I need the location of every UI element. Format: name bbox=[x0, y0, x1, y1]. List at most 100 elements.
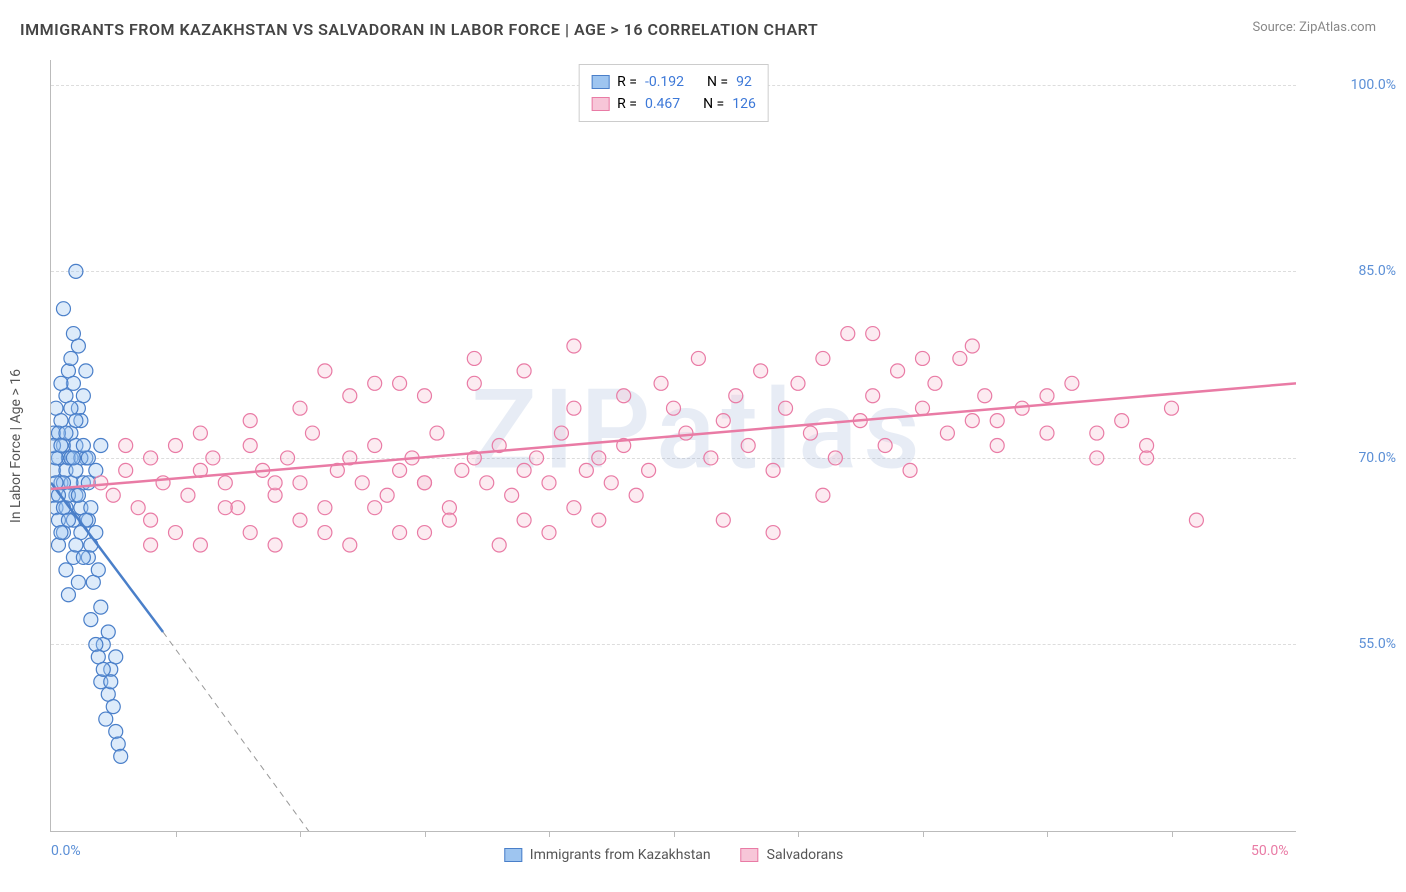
n-value-salvadoran: 126 bbox=[732, 93, 756, 115]
scatter-point-salvadoran bbox=[841, 327, 855, 341]
x-tick-mark bbox=[1047, 831, 1048, 837]
swatch-kazakhstan bbox=[504, 848, 522, 862]
scatter-point-salvadoran bbox=[268, 476, 282, 490]
scatter-point-kazakhstan bbox=[56, 302, 70, 316]
scatter-point-salvadoran bbox=[193, 426, 207, 440]
scatter-point-salvadoran bbox=[418, 526, 432, 540]
scatter-point-salvadoran bbox=[418, 389, 432, 403]
x-tick-label: 0.0% bbox=[51, 843, 81, 859]
scatter-point-salvadoran bbox=[318, 526, 332, 540]
scatter-point-salvadoran bbox=[492, 538, 506, 552]
scatter-plot-svg bbox=[51, 60, 1296, 831]
scatter-point-kazakhstan bbox=[61, 513, 75, 527]
scatter-point-salvadoran bbox=[916, 401, 930, 415]
scatter-point-salvadoran bbox=[467, 351, 481, 365]
scatter-point-salvadoran bbox=[903, 463, 917, 477]
x-tick-mark bbox=[923, 831, 924, 837]
scatter-point-salvadoran bbox=[218, 476, 232, 490]
scatter-point-kazakhstan bbox=[59, 563, 73, 577]
scatter-point-salvadoran bbox=[766, 463, 780, 477]
scatter-point-salvadoran bbox=[243, 439, 257, 453]
r-value-salvadoran: 0.467 bbox=[645, 93, 680, 115]
scatter-point-kazakhstan bbox=[61, 588, 75, 602]
scatter-point-salvadoran bbox=[281, 451, 295, 465]
scatter-point-salvadoran bbox=[716, 414, 730, 428]
scatter-point-salvadoran bbox=[119, 463, 133, 477]
scatter-point-salvadoran bbox=[916, 351, 930, 365]
scatter-point-salvadoran bbox=[554, 426, 568, 440]
scatter-point-salvadoran bbox=[293, 401, 307, 415]
x-tick-mark bbox=[425, 831, 426, 837]
scatter-point-salvadoran bbox=[1090, 451, 1104, 465]
scatter-point-salvadoran bbox=[990, 414, 1004, 428]
scatter-point-kazakhstan bbox=[109, 650, 123, 664]
x-tick-mark bbox=[798, 831, 799, 837]
x-tick-mark bbox=[300, 831, 301, 837]
n-label: N = bbox=[703, 93, 724, 115]
scatter-point-salvadoran bbox=[691, 351, 705, 365]
scatter-point-salvadoran bbox=[1115, 414, 1129, 428]
scatter-point-salvadoran bbox=[791, 376, 805, 390]
scatter-point-salvadoran bbox=[816, 488, 830, 502]
scatter-point-salvadoran bbox=[355, 476, 369, 490]
scatter-point-salvadoran bbox=[293, 476, 307, 490]
scatter-point-salvadoran bbox=[243, 526, 257, 540]
scatter-point-salvadoran bbox=[1189, 513, 1203, 527]
scatter-point-kazakhstan bbox=[69, 414, 83, 428]
scatter-point-salvadoran bbox=[965, 339, 979, 353]
scatter-point-salvadoran bbox=[393, 376, 407, 390]
n-value-kazakhstan: 92 bbox=[736, 71, 752, 93]
scatter-point-kazakhstan bbox=[69, 264, 83, 278]
scatter-point-salvadoran bbox=[318, 501, 332, 515]
y-tick-label: 85.0% bbox=[1306, 263, 1396, 279]
scatter-point-salvadoran bbox=[592, 451, 606, 465]
scatter-point-salvadoran bbox=[144, 538, 158, 552]
scatter-point-salvadoran bbox=[654, 376, 668, 390]
scatter-point-kazakhstan bbox=[84, 613, 98, 627]
scatter-point-kazakhstan bbox=[51, 538, 65, 552]
chart-title: IMMIGRANTS FROM KAZAKHSTAN VS SALVADORAN… bbox=[20, 20, 818, 39]
scatter-point-salvadoran bbox=[990, 439, 1004, 453]
x-tick-mark bbox=[674, 831, 675, 837]
y-tick-label: 100.0% bbox=[1306, 77, 1396, 93]
scatter-point-salvadoran bbox=[480, 476, 494, 490]
scatter-point-salvadoran bbox=[94, 476, 108, 490]
scatter-point-kazakhstan bbox=[106, 700, 120, 714]
x-tick-mark bbox=[1172, 831, 1173, 837]
scatter-point-salvadoran bbox=[418, 476, 432, 490]
scatter-point-salvadoran bbox=[567, 501, 581, 515]
scatter-point-kazakhstan bbox=[96, 662, 110, 676]
scatter-point-salvadoran bbox=[530, 451, 544, 465]
scatter-point-kazakhstan bbox=[64, 351, 78, 365]
scatter-point-salvadoran bbox=[243, 414, 257, 428]
scatter-point-salvadoran bbox=[940, 426, 954, 440]
y-tick-label: 55.0% bbox=[1306, 636, 1396, 652]
scatter-point-salvadoran bbox=[642, 463, 656, 477]
scatter-point-kazakhstan bbox=[79, 513, 93, 527]
scatter-point-salvadoran bbox=[704, 451, 718, 465]
scatter-point-kazakhstan bbox=[111, 737, 125, 751]
legend-item-salvadoran: Salvadorans bbox=[741, 847, 844, 863]
scatter-point-salvadoran bbox=[629, 488, 643, 502]
scatter-point-kazakhstan bbox=[54, 439, 68, 453]
scatter-point-salvadoran bbox=[467, 376, 481, 390]
scatter-point-salvadoran bbox=[343, 538, 357, 552]
scatter-point-salvadoran bbox=[816, 351, 830, 365]
scatter-point-kazakhstan bbox=[54, 376, 68, 390]
legend-item-kazakhstan: Immigrants from Kazakhstan bbox=[504, 847, 711, 863]
series-legend: Immigrants from Kazakhstan Salvadorans bbox=[504, 847, 843, 863]
trend-line-extrapolate-kazakhstan bbox=[163, 632, 400, 831]
scatter-point-salvadoran bbox=[318, 364, 332, 378]
scatter-point-salvadoran bbox=[766, 526, 780, 540]
scatter-point-salvadoran bbox=[542, 476, 556, 490]
scatter-point-salvadoran bbox=[218, 501, 232, 515]
scatter-point-salvadoran bbox=[268, 538, 282, 552]
r-label: R = bbox=[617, 71, 637, 93]
scatter-point-salvadoran bbox=[679, 426, 693, 440]
scatter-point-kazakhstan bbox=[71, 488, 85, 502]
scatter-point-salvadoran bbox=[716, 513, 730, 527]
scatter-point-kazakhstan bbox=[101, 625, 115, 639]
scatter-point-salvadoran bbox=[891, 364, 905, 378]
scatter-point-salvadoran bbox=[169, 526, 183, 540]
scatter-point-kazakhstan bbox=[104, 675, 118, 689]
